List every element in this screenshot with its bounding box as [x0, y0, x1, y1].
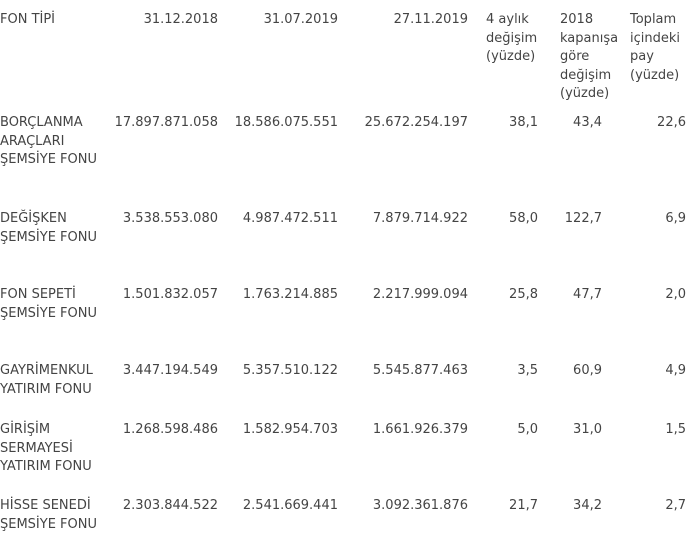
header-date-2019-07-31: 31.07.2019 [263, 12, 338, 27]
header-4-month-change: 4 aylık değişim (yüzde) [486, 12, 538, 64]
change-2018-cell: 47,7 [573, 287, 602, 302]
header-fund-type: FON TİPİ [0, 12, 56, 27]
value-cell: 2.541.669.441 [242, 498, 338, 513]
header-date-2018-12-31: 31.12.2018 [143, 12, 218, 27]
table-row: GAYRİMENKUL YATIRIM FONU 3.447.194.549 5… [0, 359, 693, 418]
change-4m-cell: 58,0 [509, 211, 538, 226]
value-cell: 1.501.832.057 [122, 287, 218, 302]
value-cell: 7.879.714.922 [372, 211, 468, 226]
change-2018-cell: 60,9 [573, 363, 602, 378]
value-cell: 17.897.871.058 [114, 115, 218, 130]
value-cell: 2.217.999.094 [372, 287, 468, 302]
value-cell: 5.357.510.122 [242, 363, 338, 378]
fund-type-cell: GİRİŞİM SERMAYESİ YATIRIM FONU [0, 422, 92, 474]
value-cell: 3.538.553.080 [122, 211, 218, 226]
table-row: HİSSE SENEDİ ŞEMSİYE FONU 2.303.844.522 … [0, 494, 693, 557]
value-cell: 25.672.254.197 [364, 115, 468, 130]
value-cell: 2.303.844.522 [122, 498, 218, 513]
change-2018-cell: 31,0 [573, 422, 602, 437]
header-share-of-total: Toplam içindeki pay (yüzde) [630, 12, 681, 83]
share-cell: 2,0 [665, 287, 686, 302]
fund-type-cell: FON SEPETİ ŞEMSİYE FONU [0, 287, 98, 321]
share-cell: 22,6 [657, 115, 686, 130]
change-4m-cell: 21,7 [509, 498, 538, 513]
table-row: GİRİŞİM SERMAYESİ YATIRIM FONU 1.268.598… [0, 418, 693, 494]
table-row: FON SEPETİ ŞEMSİYE FONU 1.501.832.057 1.… [0, 283, 693, 359]
fund-type-cell: BORÇLANMA ARAÇLARI ŞEMSİYE FONU [0, 115, 98, 167]
change-2018-cell: 43,4 [573, 115, 602, 130]
change-4m-cell: 5,0 [517, 422, 538, 437]
change-2018-cell: 34,2 [573, 498, 602, 513]
fund-type-cell: GAYRİMENKUL YATIRIM FONU [0, 363, 93, 397]
value-cell: 1.268.598.486 [122, 422, 218, 437]
share-cell: 1,5 [665, 422, 686, 437]
fund-type-cell: DEĞİŞKEN ŞEMSİYE FONU [0, 211, 98, 245]
change-4m-cell: 38,1 [509, 115, 538, 130]
change-4m-cell: 3,5 [517, 363, 538, 378]
header-date-2019-11-27: 27.11.2019 [393, 12, 468, 27]
value-cell: 18.586.075.551 [234, 115, 338, 130]
table-row: BORÇLANMA ARAÇLARI ŞEMSİYE FONU 17.897.8… [0, 111, 693, 207]
change-2018-cell: 122,7 [564, 211, 602, 226]
value-cell: 1.661.926.379 [372, 422, 468, 437]
table-header-row: FON TİPİ 31.12.2018 31.07.2019 27.11.201… [0, 0, 693, 111]
share-cell: 6,9 [665, 211, 686, 226]
value-cell: 1.582.954.703 [242, 422, 338, 437]
value-cell: 3.092.361.876 [372, 498, 468, 513]
fund-type-cell: HİSSE SENEDİ ŞEMSİYE FONU [0, 498, 98, 532]
share-cell: 4,9 [665, 363, 686, 378]
value-cell: 1.763.214.885 [242, 287, 338, 302]
value-cell: 5.545.877.463 [372, 363, 468, 378]
header-change-since-2018: 2018 kapanışa göre değişim (yüzde) [560, 12, 619, 101]
table-row: DEĞİŞKEN ŞEMSİYE FONU 3.538.553.080 4.98… [0, 207, 693, 283]
value-cell: 4.987.472.511 [242, 211, 338, 226]
value-cell: 3.447.194.549 [122, 363, 218, 378]
change-4m-cell: 25,8 [509, 287, 538, 302]
share-cell: 2,7 [665, 498, 686, 513]
